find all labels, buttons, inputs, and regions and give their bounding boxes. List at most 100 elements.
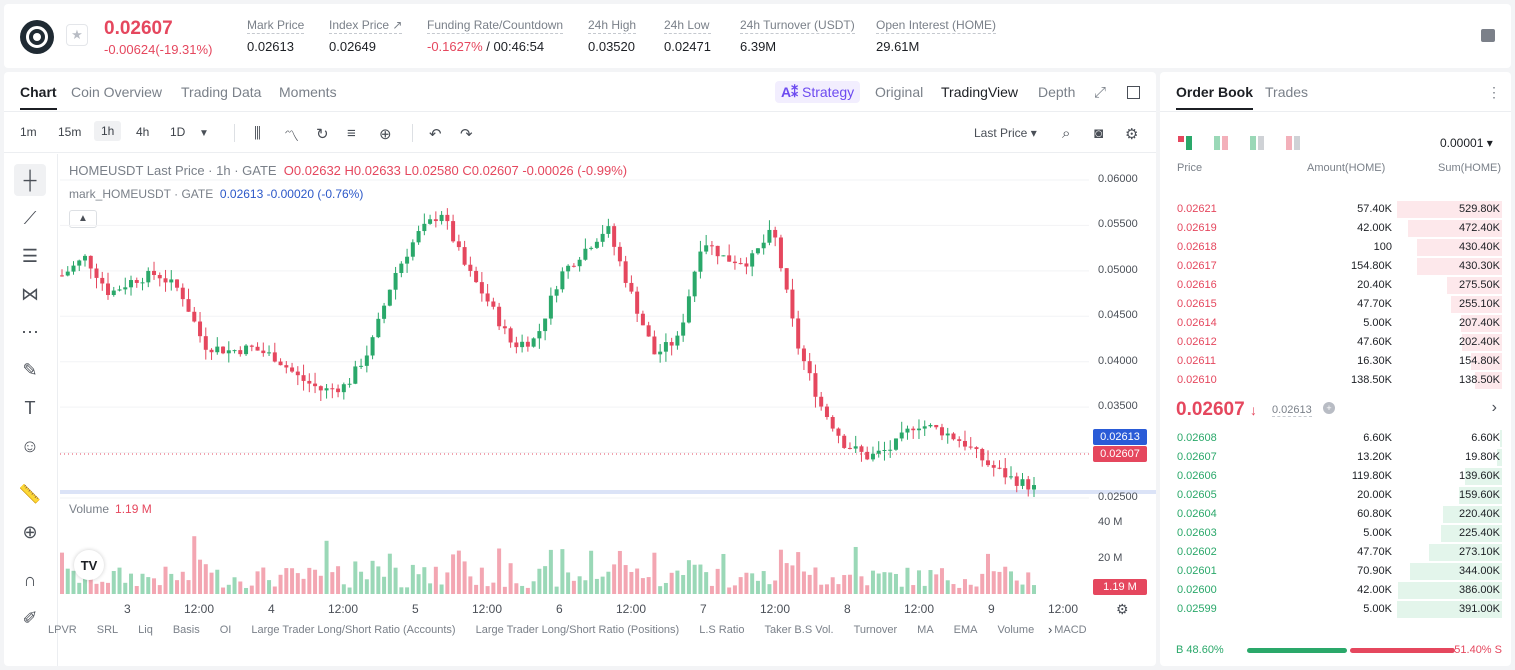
ask-row[interactable]: 0.02618 100 430.40K: [1172, 238, 1502, 257]
camera-icon[interactable]: ◙: [1094, 125, 1104, 142]
brush-icon[interactable]: ✎: [22, 359, 38, 380]
undo-icon[interactable]: ↶: [429, 126, 442, 143]
search-icon[interactable]: ⌕: [1062, 125, 1071, 142]
tab-trading-data[interactable]: Trading Data: [181, 84, 262, 100]
candle-body: [238, 350, 243, 355]
replay-icon[interactable]: ↻: [316, 126, 329, 143]
bid-row[interactable]: 0.02601 70.90K 344.00K: [1172, 562, 1502, 581]
volume-bar: [525, 587, 530, 594]
indicator-item[interactable]: Volume: [997, 624, 1035, 636]
buy-ratio-bar: [1247, 648, 1347, 653]
bid-row[interactable]: 0.02604 60.80K 220.40K: [1172, 505, 1502, 524]
favorite-star-icon[interactable]: ★: [66, 24, 88, 46]
indicators-icon[interactable]: 〽: [284, 128, 300, 145]
indicator-item[interactable]: Turnover: [853, 624, 898, 636]
candle-body: [422, 223, 427, 232]
asks-mode-icon[interactable]: [1286, 136, 1302, 150]
magnet-icon[interactable]: ∩: [23, 569, 37, 590]
ask-row[interactable]: 0.02614 5.00K 207.40K: [1172, 314, 1502, 333]
tf-4h[interactable]: 4h: [136, 125, 150, 139]
asks-green-icon[interactable]: [1250, 136, 1266, 150]
indicator-item[interactable]: L.S Ratio: [699, 624, 745, 636]
ask-row[interactable]: 0.02612 47.60K 202.40K: [1172, 333, 1502, 352]
tf-1h[interactable]: 1h: [94, 121, 122, 141]
ask-row[interactable]: 0.02611 16.30K 154.80K: [1172, 352, 1502, 371]
tf-1m[interactable]: 1m: [20, 125, 37, 139]
indicator-item[interactable]: Liq: [138, 624, 153, 636]
bid-row[interactable]: 0.02605 20.00K 159.60K: [1172, 486, 1502, 505]
book-icon[interactable]: [1481, 29, 1495, 42]
tab-coin-overview[interactable]: Coin Overview: [71, 84, 163, 100]
expand-icon[interactable]: ⤢: [1094, 84, 1107, 101]
info-icon[interactable]: +: [1323, 402, 1335, 414]
view-tradingview[interactable]: TradingView: [941, 84, 1019, 100]
both-sides-icon[interactable]: [1178, 136, 1194, 150]
indicator-item[interactable]: OI: [219, 624, 232, 636]
ask-row[interactable]: 0.02615 47.70K 255.10K: [1172, 295, 1502, 314]
indicator-item[interactable]: Taker B.S Vol.: [764, 624, 834, 636]
indicator-item[interactable]: Large Trader Long/Short Ratio (Positions…: [475, 624, 680, 636]
precision-select[interactable]: 0.00001 ▾: [1440, 136, 1493, 150]
more-vertical-icon[interactable]: ⋮: [1487, 84, 1501, 100]
bid-row[interactable]: 0.02606 119.80K 139.60K: [1172, 467, 1502, 486]
chart-settings-icon[interactable]: ⚙: [1116, 601, 1129, 617]
tab-moments[interactable]: Moments: [279, 84, 337, 100]
volume-bar: [744, 572, 749, 594]
indicator-item[interactable]: Basis: [172, 624, 200, 636]
ask-row[interactable]: 0.02617 154.80K 430.30K: [1172, 257, 1502, 276]
indicator-item[interactable]: LPVR: [48, 624, 77, 636]
ask-row[interactable]: 0.02621 57.40K 529.80K: [1172, 200, 1502, 219]
view-depth[interactable]: Depth: [1038, 84, 1076, 100]
bid-row[interactable]: 0.02607 13.20K 19.80K: [1172, 448, 1502, 467]
trendline-icon[interactable]: ⟋: [23, 207, 37, 228]
indicator-item[interactable]: SRL: [96, 624, 119, 636]
collapse-legend-button[interactable]: ▲: [69, 210, 97, 228]
candle-body: [370, 337, 375, 356]
bid-row[interactable]: 0.02603 5.00K 225.40K: [1172, 524, 1502, 543]
settings-gear-icon[interactable]: ⚙: [1125, 126, 1139, 143]
ask-depth-bar: [1397, 201, 1502, 218]
ask-row[interactable]: 0.02619 42.00K 472.40K: [1172, 219, 1502, 238]
volume-bar: [111, 570, 116, 594]
view-original[interactable]: Original: [875, 84, 924, 100]
window-icon[interactable]: [1127, 86, 1140, 99]
tab-order-book[interactable]: Order Book: [1176, 84, 1254, 110]
volume-bar: [600, 576, 605, 594]
strategy-button[interactable]: A⁑ Strategy: [775, 81, 861, 103]
bids-mode-icon[interactable]: [1214, 136, 1230, 150]
bid-row[interactable]: 0.02599 5.00K 391.00K: [1172, 600, 1502, 619]
pane-separator[interactable]: [60, 490, 1156, 494]
zoom-in-icon[interactable]: ⊕: [22, 521, 38, 542]
ruler-icon[interactable]: 📏: [18, 483, 42, 504]
emoji-icon[interactable]: ☺: [20, 435, 40, 456]
add-indicator-icon[interactable]: ⊕: [379, 126, 392, 143]
tab-chart[interactable]: Chart: [20, 84, 57, 110]
horizontal-lines-icon[interactable]: ☰: [21, 245, 39, 266]
candle-type-icon[interactable]: ⫼: [254, 125, 261, 142]
crosshair-icon[interactable]: ┼: [14, 164, 46, 196]
lock-draw-icon[interactable]: ✐: [22, 607, 38, 628]
price-source-select[interactable]: Last Price ▾: [974, 126, 1037, 140]
tf-15m[interactable]: 15m: [58, 125, 82, 139]
pattern-icon[interactable]: ⋈: [21, 283, 39, 304]
bid-row[interactable]: 0.02602 47.70K 273.10K: [1172, 543, 1502, 562]
chevron-right-icon[interactable]: ›: [1491, 399, 1497, 416]
bid-row[interactable]: 0.02600 42.00K 386.00K: [1172, 581, 1502, 600]
tf-1d[interactable]: 1D: [170, 125, 186, 139]
indicator-item[interactable]: Large Trader Long/Short Ratio (Accounts): [251, 624, 456, 636]
ask-row[interactable]: 0.02616 20.40K 275.50K: [1172, 276, 1502, 295]
templates-icon[interactable]: ≡: [347, 125, 356, 142]
ask-row[interactable]: 0.02610 138.50K 138.50K: [1172, 371, 1502, 390]
text-tool-icon[interactable]: T: [24, 397, 36, 418]
indicator-item[interactable]: MA: [917, 624, 934, 636]
stat-index-price[interactable]: Index Price ↗ 0.02649: [329, 18, 403, 54]
bid-row[interactable]: 0.02608 6.60K 6.60K: [1172, 429, 1502, 448]
candlestick-chart[interactable]: [4, 72, 1156, 666]
timeframe-dropdown-icon[interactable]: ▼: [199, 128, 209, 139]
chevron-right-icon[interactable]: ›: [1048, 622, 1053, 637]
fib-icon[interactable]: ⋯: [21, 321, 39, 342]
redo-icon[interactable]: ↷: [460, 126, 473, 143]
indicator-item[interactable]: MACD: [1054, 624, 1087, 636]
indicator-item[interactable]: EMA: [953, 624, 978, 636]
tab-trades[interactable]: Trades: [1265, 84, 1309, 100]
